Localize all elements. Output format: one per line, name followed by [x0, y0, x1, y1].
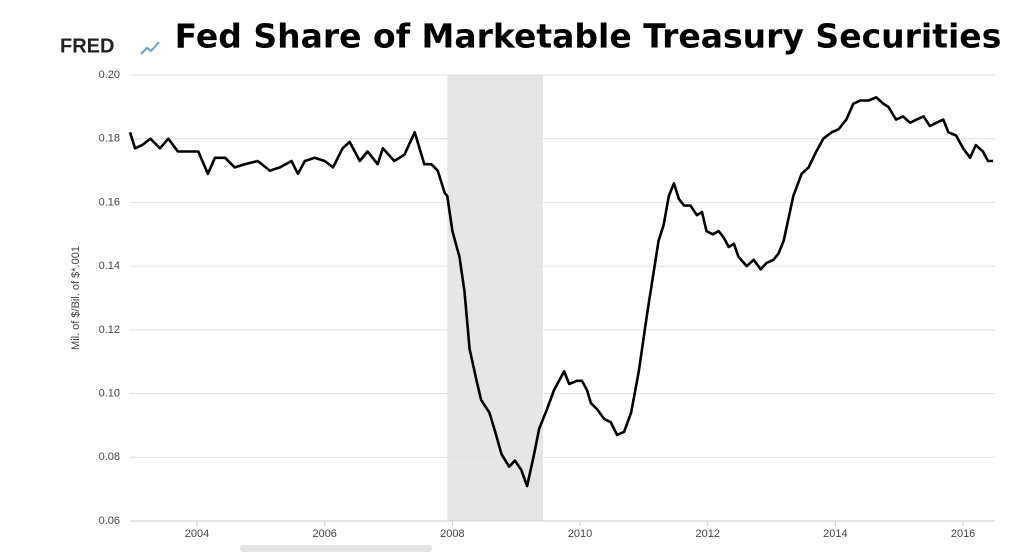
x-tick-label: 2006	[312, 528, 336, 540]
x-tick-label: 2004	[185, 528, 209, 540]
brand-logo: FRED	[60, 35, 114, 57]
x-tick-label: 2014	[823, 528, 847, 540]
y-axis-label: Mil. of $/Bil. of $*.001	[70, 246, 82, 350]
y-tick-label: 0.06	[99, 515, 120, 527]
recession-band	[447, 75, 544, 521]
scrollbar	[240, 545, 432, 552]
x-tick-label: 2012	[695, 528, 719, 540]
logo-icon	[140, 41, 160, 55]
x-tick-label: 2008	[440, 528, 464, 540]
chart-title: Fed Share of Marketable Treasury Securit…	[175, 17, 1002, 56]
y-tick-label: 0.16	[99, 196, 120, 208]
y-tick-label: 0.14	[99, 260, 120, 272]
x-tick-label: 2010	[568, 528, 592, 540]
x-tick-label: 2016	[951, 528, 975, 540]
y-tick-label: 0.20	[99, 69, 120, 81]
y-tick-label: 0.10	[99, 387, 120, 399]
data-line	[128, 96, 994, 488]
y-tick-label: 0.18	[99, 133, 120, 145]
y-tick-label: 0.08	[99, 451, 120, 463]
y-tick-label: 0.12	[99, 324, 120, 336]
